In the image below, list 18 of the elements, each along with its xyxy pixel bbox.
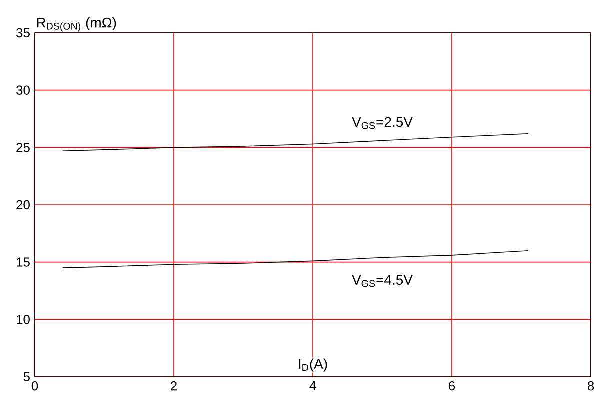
x-tick-label: 2 (171, 382, 177, 391)
y-tick-label: 15 (16, 258, 30, 267)
x-tick-label: 4 (310, 382, 316, 390)
series-label: V$_{GS}$=2.5V (352, 117, 413, 130)
line-series (62, 134, 529, 152)
x-axis-title: I$_{D}$(A) (299, 358, 328, 372)
line-series (62, 250, 529, 268)
x-tick-label: 8 (588, 382, 594, 391)
x-tick-label: 0 (32, 382, 38, 391)
x-tick-label: 6 (449, 382, 456, 391)
y-axis-title: R$_{DS(ON)}$ (mΩ) (37, 17, 116, 32)
y-tick-label: 10 (16, 315, 30, 324)
series-label: V$_{GS}$=4.5V (352, 275, 413, 288)
y-tick-label: 30 (16, 86, 30, 95)
y-tick-label: 5 (24, 372, 30, 382)
y-tick-label: 35 (16, 28, 30, 38)
y-tick-label: 25 (16, 143, 30, 152)
y-tick-label: 20 (16, 200, 30, 210)
